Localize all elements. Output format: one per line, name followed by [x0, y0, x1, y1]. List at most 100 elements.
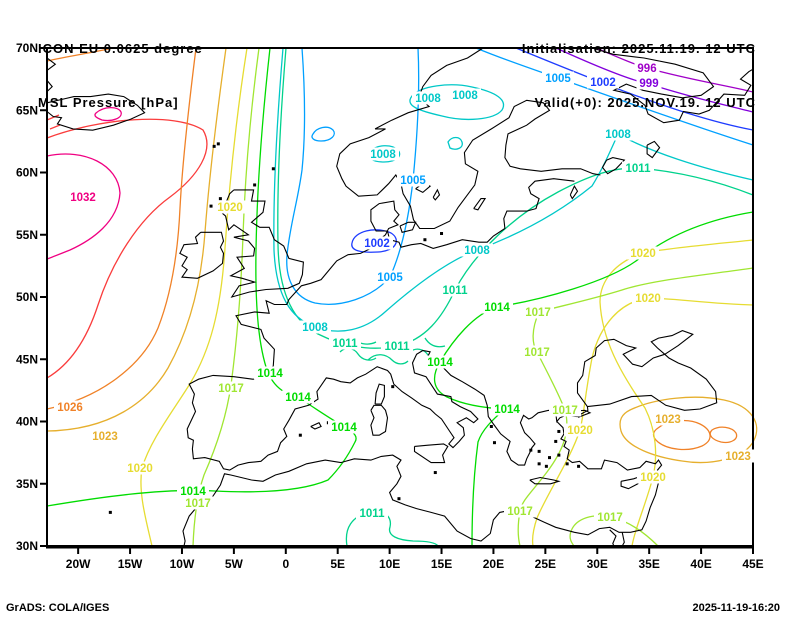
lon-tick-label: 35E	[638, 557, 659, 571]
lat-tick-label: 65N	[16, 103, 38, 117]
contour-label-backing	[177, 484, 209, 498]
contour-label: 999	[639, 78, 658, 90]
contour-line-1029	[46, 118, 208, 379]
coastline	[529, 476, 561, 485]
island-dot	[397, 497, 401, 501]
contour-label-backing	[449, 88, 481, 102]
lat-tick-label: 35N	[16, 477, 38, 491]
island-dot	[544, 464, 548, 468]
lon-tick-label: 15E	[431, 557, 452, 571]
contour-label: 1017	[218, 383, 244, 395]
coastline	[179, 231, 225, 279]
contour-label-backing	[361, 236, 393, 250]
contour-label: 1014	[494, 404, 520, 416]
contour-label: 1002	[364, 238, 390, 250]
variable-title: MSL Pressure [hPa]	[38, 95, 179, 110]
contour-label-backing	[54, 400, 86, 414]
contour-line-1026	[46, 47, 197, 410]
contour-line-1023	[46, 47, 227, 432]
contour-line-1020	[599, 239, 754, 547]
contour-label-backing	[374, 270, 406, 284]
island-dot	[391, 385, 395, 389]
contour-label-backing	[594, 510, 626, 524]
island-dot	[216, 142, 220, 146]
contour-label-backing	[564, 423, 596, 437]
contour-label: 1002	[590, 77, 616, 89]
contour-label-backing	[367, 147, 399, 161]
grads-credit: GrADS: COLA/IGES	[6, 602, 110, 614]
contour-label-backing	[542, 71, 574, 85]
coastline	[46, 80, 53, 92]
island-dot	[537, 462, 541, 466]
contour-label-backing	[622, 161, 654, 175]
contour-line-1011	[424, 337, 446, 348]
lat-tick-label: 60N	[16, 166, 38, 180]
valid-time: Valid(+0): 2025.NOV.19. 12 UTC	[534, 95, 756, 110]
contour-label-backing	[491, 402, 523, 416]
coastline	[432, 188, 441, 201]
contour-label: 1011	[360, 508, 386, 520]
contour-label: 1017	[525, 307, 551, 319]
contour-label: 1023	[92, 431, 118, 443]
island-dot	[209, 204, 213, 208]
coastline	[591, 47, 754, 124]
model-title: ICON EU 0.0625 degree	[38, 41, 203, 56]
contour-label-backing	[397, 173, 429, 187]
lat-tick-label: 40N	[16, 415, 38, 429]
contour-label-backing	[89, 429, 121, 443]
contour-label: 1020	[127, 463, 153, 475]
island-dot	[440, 232, 444, 236]
lon-tick-label: 5E	[330, 557, 345, 571]
lon-tick-label: 10E	[379, 557, 400, 571]
island-dot	[537, 449, 541, 453]
contour-label: 1032	[70, 192, 96, 204]
contour-line-1020	[531, 297, 754, 547]
contour-label: 1008	[605, 129, 631, 141]
contour-label: 1014	[257, 368, 283, 380]
coastline	[186, 178, 589, 471]
contour-label-backing	[356, 506, 388, 520]
lat-tick-label: 50N	[16, 290, 38, 304]
contour-label-backing	[461, 243, 493, 257]
coastline	[374, 383, 385, 405]
contour-label: 1011	[333, 338, 359, 350]
contour-line-1026	[46, 47, 114, 62]
island-dot	[565, 462, 569, 466]
coastline	[621, 532, 625, 547]
contour-label: 1008	[302, 322, 328, 334]
contour-line-1029	[46, 114, 61, 130]
init-time: Initialisation: 2025.11.19. 12 UTC	[521, 41, 756, 56]
contour-label-backing	[254, 366, 286, 380]
contour-label-backing	[637, 470, 669, 484]
contour-line-1008	[447, 136, 463, 150]
contour-label-backing	[215, 381, 247, 395]
coastline	[336, 47, 601, 230]
contour-label: 1023	[655, 414, 681, 426]
contour-label-backing	[522, 305, 554, 319]
island-dot	[489, 424, 493, 428]
contour-label-backing	[602, 127, 634, 141]
coastline	[473, 198, 487, 211]
island-dot	[108, 510, 112, 514]
contour-label-backing	[439, 283, 471, 297]
lat-tick-label: 55N	[16, 228, 38, 242]
contour-label-backing	[549, 403, 581, 417]
contour-label: 1020	[567, 425, 593, 437]
contour-label-backing	[182, 496, 214, 510]
lon-tick-label: 40E	[690, 557, 711, 571]
contour-line-1005	[475, 47, 754, 146]
lon-tick-label: 15W	[118, 557, 143, 571]
contour-label-backing	[481, 300, 513, 314]
coastline	[399, 221, 417, 233]
contour-label: 1008	[452, 90, 478, 102]
title-block-left: ICON EU 0.0625 degree MSL Pressure [hPa]	[38, 4, 203, 148]
contour-label: 1005	[377, 272, 403, 284]
contour-label: 1020	[635, 293, 661, 305]
contour-label-backing	[632, 291, 664, 305]
contour-label-backing	[634, 61, 660, 75]
contour-label: 1008	[415, 93, 441, 105]
contour-line-1002	[351, 229, 397, 253]
contour-line-1011	[367, 354, 409, 365]
contour-line-1017	[192, 47, 260, 547]
